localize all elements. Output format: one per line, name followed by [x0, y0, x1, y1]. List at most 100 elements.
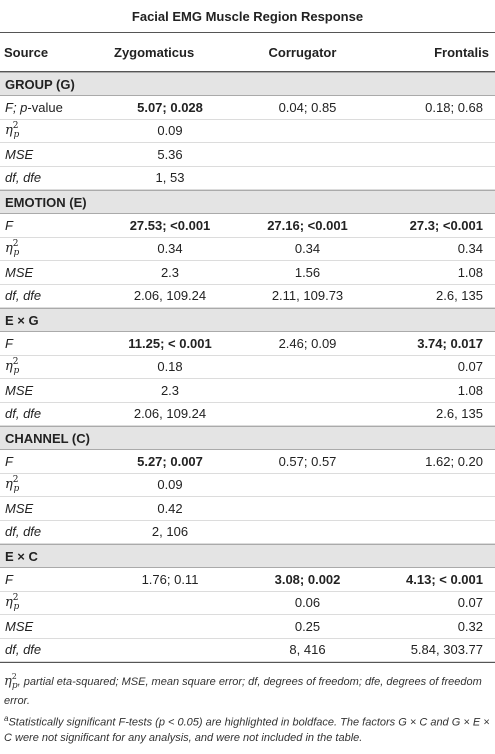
eta-symbol: η2p: [5, 239, 20, 259]
cell-corrugator: 0.06: [294, 595, 321, 611]
cell-corrugator: 2.11, 109.73: [271, 288, 344, 304]
row-source: MSE: [5, 618, 34, 634]
cell-zygomaticus: 5.07; 0.028: [137, 99, 203, 115]
cell-zygomaticus: 27.53; <0.001: [129, 217, 211, 233]
eta-symbol: η2p: [5, 121, 20, 141]
row-source: F: [5, 571, 13, 587]
header-row: Source Zygomaticus Corrugator Frontalis: [0, 33, 495, 72]
cell-frontalis: 1.62; 0.20: [425, 453, 483, 469]
row-source: F; p-value: [5, 99, 63, 115]
cell-corrugator: 0.34: [294, 241, 321, 257]
table-row: MSE 0.42: [0, 497, 495, 521]
table-row: F; p-value 5.07; 0.028 0.04; 0.85 0.18; 0.6…: [0, 96, 495, 120]
table-row: MSE 2.3 1.56 1.08: [0, 261, 495, 285]
row-source: MSE: [5, 264, 34, 280]
table-row: F 11.25; < 0.001 2.46; 0.09 3.74; 0.017: [0, 332, 495, 356]
table-row: η2p 0.09: [0, 474, 495, 497]
row-source: df, dfe: [5, 524, 42, 540]
table-row: MSE 5.36: [0, 143, 495, 167]
cell-zygomaticus: 5.27; 0.007: [137, 453, 203, 469]
cell-frontalis: 27.3; <0.001: [409, 217, 483, 233]
table-row: η2p 0.06 0.07: [0, 592, 495, 615]
cell-frontalis: 0.07: [457, 595, 483, 611]
header-source: Source: [4, 44, 49, 60]
cell-frontalis: 2.6, 135: [436, 288, 483, 304]
cell-corrugator: 3.08; 0.002: [274, 571, 341, 587]
cell-frontalis: 4.13; < 0.001: [406, 571, 483, 587]
table-title: Facial EMG Muscle Region Response: [131, 8, 364, 24]
row-source: F: [5, 335, 13, 351]
row-source: F: [5, 217, 13, 233]
cell-zygomaticus: 0.18: [157, 359, 183, 375]
cell-zygomaticus: 0.09: [157, 123, 183, 139]
section-header: E × C: [0, 544, 495, 568]
cell-frontalis: 1.08: [457, 264, 483, 280]
cell-frontalis: 5.84, 303.77: [410, 642, 483, 658]
cell-zygomaticus: 2, 106: [151, 524, 189, 540]
header-frontalis: Frontalis: [434, 44, 489, 60]
row-source: df, dfe: [5, 288, 42, 304]
table-row: df, dfe 2.06, 109.24 2.6, 135: [0, 403, 495, 426]
row-source: η2p: [0, 239, 110, 258]
cell-zygomaticus: 2.06, 109.24: [133, 288, 207, 304]
cell-zygomaticus: 0.09: [157, 477, 183, 493]
table-row: df, dfe 2, 106: [0, 521, 495, 544]
row-source: η2p: [0, 357, 110, 376]
row-source: df, dfe: [5, 170, 42, 186]
eta-symbol: η2p: [5, 357, 20, 377]
cell-corrugator: 0.57; 0.57: [278, 453, 337, 469]
cell-corrugator: 2.46; 0.09: [278, 335, 337, 351]
table-row: F 27.53; <0.001 27.16; <0.001 27.3; <0.001: [0, 214, 495, 238]
footnote-abbrev-text: , partial eta-squared; MSE, mean square …: [4, 676, 482, 707]
footnote-significance: aStatistically significant F-tests (p < …: [4, 714, 490, 744]
cell-zygomaticus: 1.76; 0.11: [141, 571, 199, 587]
table-footnotes: η2p, partial eta-squared; MSE, mean squa…: [0, 662, 495, 746]
cell-zygomaticus: 2.3: [160, 264, 180, 280]
cell-frontalis: 3.74; 0.017: [417, 335, 483, 351]
section-header: E × G: [0, 308, 495, 332]
table-row: η2p 0.09: [0, 120, 495, 143]
section-header: GROUP (G): [0, 72, 495, 96]
table-row: F 5.27; 0.007 0.57; 0.57 1.62; 0.20: [0, 450, 495, 474]
cell-frontalis: 0.32: [457, 618, 483, 634]
table-row: df, dfe 2.06, 109.24 2.11, 109.73 2.6, 135: [0, 285, 495, 308]
table-row: MSE 2.3 1.08: [0, 379, 495, 403]
cell-frontalis: 1.08: [457, 382, 483, 398]
footnote-abbreviations: η2p, partial eta-squared; MSE, mean squa…: [4, 669, 491, 709]
title-divider: [0, 32, 495, 33]
table-row: df, dfe 8, 416 5.84, 303.77: [0, 639, 495, 662]
eta-symbol: η2p: [4, 672, 18, 691]
cell-corrugator: 1.56: [294, 264, 321, 280]
cell-zygomaticus: 11.25; < 0.001: [128, 335, 212, 351]
section-header: EMOTION (E): [0, 190, 495, 214]
row-source: η2p: [0, 475, 110, 494]
cell-zygomaticus: 2.3: [160, 382, 180, 398]
eta-symbol: η2p: [5, 593, 20, 613]
table-row: η2p 0.34 0.34 0.34: [0, 238, 495, 261]
cell-zygomaticus: 2.06, 109.24: [133, 406, 207, 422]
row-source: MSE: [5, 500, 34, 516]
row-source: df, dfe: [5, 642, 42, 658]
row-source: η2p: [0, 121, 110, 140]
row-source: MSE: [5, 382, 34, 398]
cell-corrugator: 8, 416: [289, 642, 326, 658]
cell-frontalis: 0.34: [457, 241, 483, 257]
cell-corrugator: 27.16; <0.001: [267, 217, 348, 233]
table-row: df, dfe 1, 53: [0, 167, 495, 190]
table-row: F 1.76; 0.11 3.08; 0.002 4.13; < 0.001: [0, 568, 495, 592]
section-header: CHANNEL (C): [0, 426, 495, 450]
table-row: η2p 0.18 0.07: [0, 356, 495, 379]
cell-frontalis: 0.07: [457, 359, 483, 375]
header-corrugator: Corrugator: [268, 44, 337, 60]
cell-corrugator: 0.25: [294, 618, 321, 634]
cell-zygomaticus: 0.34: [157, 241, 183, 257]
table-body: GROUP (G) F; p-value 5.07; 0.028 0.04; 0.85…: [0, 72, 495, 662]
cell-zygomaticus: 5.36: [157, 146, 183, 162]
header-zygomaticus: Zygomaticus: [114, 44, 195, 60]
eta-symbol: η2p: [5, 475, 20, 495]
row-source: F: [5, 453, 13, 469]
cell-frontalis: 0.18; 0.68: [425, 99, 483, 115]
cell-frontalis: 2.6, 135: [436, 406, 483, 422]
cell-corrugator: 0.04; 0.85: [278, 99, 337, 115]
